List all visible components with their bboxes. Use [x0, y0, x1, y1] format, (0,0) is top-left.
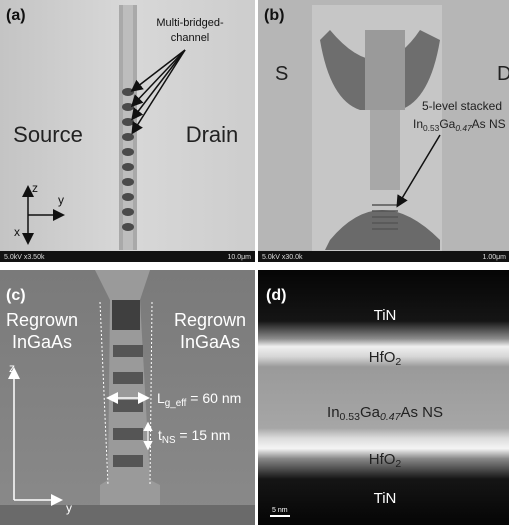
axis-label: y	[66, 501, 72, 515]
axis-label: y	[58, 193, 64, 207]
info: 5.0kV x3.50k	[4, 254, 45, 261]
subscript: NS	[162, 435, 176, 446]
axis-label: z	[32, 181, 38, 195]
subscript: 0.47	[380, 411, 402, 423]
figure: (a) Multi-bridged- channel Source Drain …	[0, 0, 509, 525]
axis-label: z	[9, 361, 15, 375]
scale-label: 1.00μm	[483, 254, 507, 261]
panel-b: (b) S D 5-level stacked In0.53Ga0.47As N…	[258, 0, 509, 262]
annotation: 5-level stacked	[422, 99, 502, 113]
region-label: Regrown	[174, 310, 246, 330]
subscript: 0.53	[340, 411, 361, 423]
text-part: TiN	[374, 307, 397, 324]
info: 5.0kV x30.0k	[262, 254, 303, 261]
drain-label: Drain	[186, 122, 239, 147]
panel-label: (c)	[6, 287, 26, 304]
annotation: Multi-bridged-	[156, 17, 224, 29]
text-part: In	[413, 117, 423, 131]
subscript: 0.47	[455, 123, 472, 133]
text-part: = 15 nm	[176, 427, 231, 443]
text-part: Ga	[439, 117, 455, 131]
scale-label: 10.0μm	[228, 254, 252, 261]
text-part: As NS	[400, 404, 443, 421]
text-part: L	[157, 390, 165, 406]
panel-a: (a) Multi-bridged- channel Source Drain …	[0, 0, 255, 262]
text-part: HfO	[369, 451, 396, 468]
panel-label: (a)	[6, 7, 26, 24]
text-part: Ga	[360, 404, 381, 421]
panel-d: (d) TiN HfO2 In0.53Ga0.47As NS HfO2 TiN …	[258, 270, 509, 525]
drain-label: D	[497, 63, 509, 85]
panel-label: (d)	[266, 287, 286, 304]
axis-label: x	[14, 225, 20, 239]
layer-label: TiN	[374, 490, 397, 507]
text-part: In	[327, 404, 340, 421]
layer-label: TiN	[374, 307, 397, 324]
panel-c: (c) Regrown InGaAs Regrown InGaAs Lg_eff…	[0, 270, 255, 525]
subscript: 2	[395, 458, 401, 470]
panel-label: (b)	[264, 7, 284, 24]
subscript: g_eff	[165, 398, 187, 409]
region-label: InGaAs	[12, 332, 72, 352]
region-label: InGaAs	[180, 332, 240, 352]
subscript: 0.53	[423, 123, 440, 133]
text-part: As NS	[472, 117, 506, 131]
text-part: TiN	[374, 490, 397, 507]
scale-label: 5 nm	[272, 507, 288, 514]
text-part: HfO	[369, 349, 396, 366]
subscript: 2	[395, 356, 401, 368]
region-label: Regrown	[6, 310, 78, 330]
source-label: S	[275, 63, 288, 85]
text-part: = 60 nm	[186, 390, 241, 406]
source-label: Source	[13, 122, 83, 147]
annotation: channel	[171, 32, 210, 44]
